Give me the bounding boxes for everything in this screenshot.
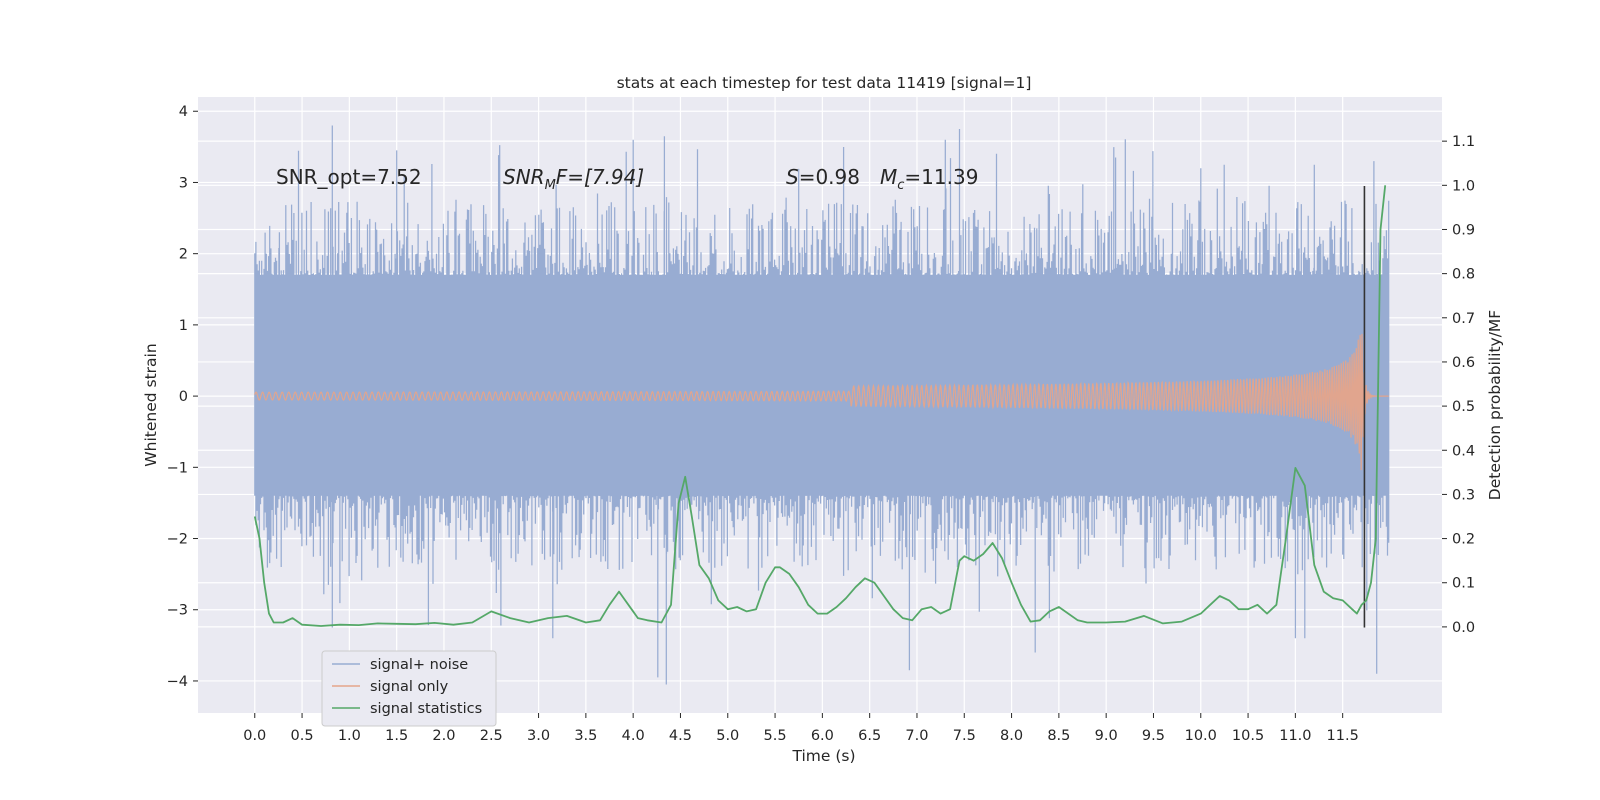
s-annotation: S=0.98 xyxy=(786,165,860,189)
x-tick-label: 11.5 xyxy=(1327,728,1359,744)
x-axis: 0.0 0.5 1.0 1.5 2.0 2.5 3.0 3.5 4.0 4.5 5.0 5.5 6.0 6… xyxy=(243,713,1359,744)
y2-tick-label: 1.1 xyxy=(1452,134,1475,150)
y2-tick-label: 0.3 xyxy=(1452,487,1475,503)
x-tick-label: 3.0 xyxy=(527,728,550,744)
x-tick-label: 2.0 xyxy=(432,728,455,744)
y2-tick-label: 0.5 xyxy=(1452,399,1475,415)
mc-name: M xyxy=(880,165,897,189)
snr-mf-name: SNR xyxy=(503,165,545,189)
series-signal-only xyxy=(254,333,1389,471)
y-axis-right: 0.0 0.1 0.2 0.3 0.4 0.5 0.6 0.7 0.8 0.9 1.0 1.1 xyxy=(1442,134,1475,636)
y-tick-label: −2 xyxy=(167,532,188,548)
legend: signal+ noise signal only signal statist… xyxy=(321,650,497,727)
x-tick-label: 11.0 xyxy=(1279,728,1311,744)
y2-tick-label: 0.2 xyxy=(1452,532,1475,548)
x-tick-label: 1.0 xyxy=(338,728,361,744)
x-tick-label: 6.5 xyxy=(858,728,881,744)
y-tick-label: −4 xyxy=(167,674,188,690)
y2-tick-label: 0.6 xyxy=(1452,355,1475,371)
x-tick-label: 5.5 xyxy=(764,728,787,744)
s-name: S xyxy=(786,165,799,189)
y2-tick-label: 0.9 xyxy=(1452,222,1475,238)
annotations: SNR_opt=7.52 SNRMF=[7.94] S=0.98 Mc=11.3… xyxy=(276,165,978,193)
y2-tick-label: 0.0 xyxy=(1452,620,1475,636)
x-tick-label: 7.0 xyxy=(905,728,928,744)
x-tick-label: 8.0 xyxy=(1000,728,1023,744)
y-tick-label: 3 xyxy=(179,175,188,191)
y-tick-label: −3 xyxy=(167,603,188,619)
x-tick-label: 4.0 xyxy=(622,728,645,744)
chart-title: stats at each timestep for test data 114… xyxy=(617,74,1032,92)
y-tick-label: 4 xyxy=(179,104,188,120)
y-tick-label: 1 xyxy=(179,318,188,334)
x-tick-label: 4.5 xyxy=(669,728,692,744)
y2-tick-label: 0.1 xyxy=(1452,576,1475,592)
x-tick-label: 1.5 xyxy=(385,728,408,744)
x-tick-label: 9.5 xyxy=(1142,728,1165,744)
y2-tick-label: 0.8 xyxy=(1452,267,1475,283)
x-tick-label: 9.0 xyxy=(1095,728,1118,744)
mc-annotation: Mc=11.39 xyxy=(880,165,978,193)
y2-tick-label: 0.7 xyxy=(1452,311,1475,327)
legend-box xyxy=(321,650,497,727)
y-axis-left: −4 −3 −2 −1 0 1 2 3 4 xyxy=(167,104,198,690)
mc-sub: c xyxy=(897,178,904,193)
s-value: =0.98 xyxy=(799,165,860,189)
x-tick-label: 2.5 xyxy=(480,728,503,744)
mc-value: =11.39 xyxy=(904,165,978,189)
y-tick-label: −1 xyxy=(167,460,188,476)
y-tick-label: 2 xyxy=(179,247,188,263)
x-axis-label: Time (s) xyxy=(791,747,855,765)
x-tick-label: 6.0 xyxy=(811,728,834,744)
y-tick-label: 0 xyxy=(179,389,188,405)
series-signal-noise xyxy=(254,125,1390,685)
plot-area xyxy=(253,125,1390,685)
snr-mf-rest: F=[7.94] xyxy=(556,165,644,189)
x-tick-label: 7.5 xyxy=(953,728,976,744)
x-tick-label: 10.0 xyxy=(1185,728,1217,744)
legend-label-signal: signal only xyxy=(370,679,449,695)
x-tick-label: 3.5 xyxy=(574,728,597,744)
x-tick-label: 5.0 xyxy=(716,728,739,744)
x-tick-label: 8.5 xyxy=(1047,728,1070,744)
snr-mf-sub: M xyxy=(545,178,556,193)
snr-mf-annotation: SNRMF=[7.94] xyxy=(503,165,644,193)
series-signal-statistics xyxy=(253,185,1387,627)
x-tick-label: 0.5 xyxy=(291,728,314,744)
snr-opt-annotation: SNR_opt=7.52 xyxy=(276,165,422,189)
y2-tick-label: 1.0 xyxy=(1452,178,1475,194)
y2-tick-label: 0.4 xyxy=(1452,443,1475,459)
y2-axis-label: Detection probability/MF xyxy=(1486,310,1504,501)
x-tick-label: 10.5 xyxy=(1232,728,1264,744)
y-axis-label: Whitened strain xyxy=(142,343,160,466)
x-tick-label: 0.0 xyxy=(243,728,266,744)
legend-label-stats: signal statistics xyxy=(370,701,482,717)
legend-label-noise: signal+ noise xyxy=(370,657,468,673)
